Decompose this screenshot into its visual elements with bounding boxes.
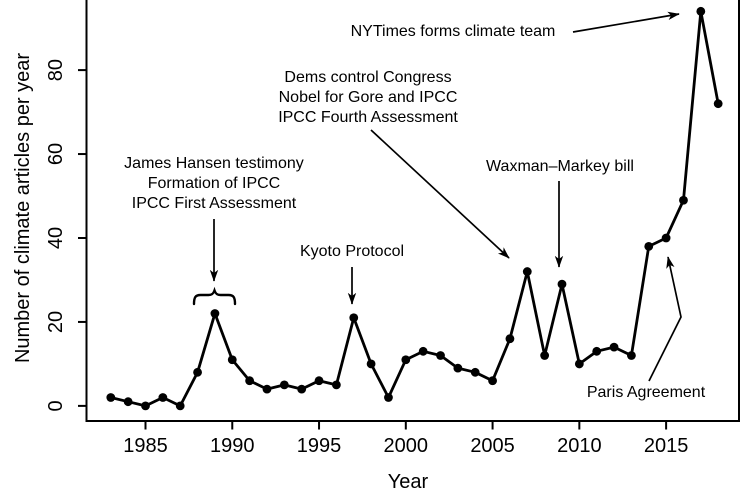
annotation-text-hansen-line3: IPCC First Assessment <box>132 195 297 212</box>
y-tick-label-20: 20 <box>45 311 67 333</box>
y-tick-label-80: 80 <box>45 59 67 81</box>
data-point-2018 <box>713 99 723 109</box>
data-point-1995 <box>314 376 324 386</box>
data-point-2012 <box>609 342 619 352</box>
brace-hansen <box>192 286 237 306</box>
data-point-1990 <box>227 355 237 365</box>
data-point-2007 <box>522 267 532 276</box>
data-point-1983 <box>106 393 116 402</box>
x-tick-label-2005: 2005 <box>470 435 515 457</box>
data-point-2006 <box>505 334 515 344</box>
y-tick-label-60: 60 <box>45 143 67 165</box>
annotation-text-hansen-line2: Formation of IPCC <box>148 175 280 192</box>
data-point-2009 <box>557 279 567 289</box>
x-tick-label-1990: 1990 <box>210 435 255 457</box>
annotation-text-nytimes-line1: NYTimes forms climate team <box>351 23 556 40</box>
annotation-text-kyoto-line1: Kyoto Protocol <box>300 243 404 260</box>
data-point-2014 <box>644 241 654 251</box>
data-point-1985 <box>141 401 150 411</box>
data-point-2000 <box>401 355 411 365</box>
annotation-arrow-nytimes <box>572 11 680 33</box>
data-point-1998 <box>366 359 376 369</box>
data-point-1993 <box>279 380 289 390</box>
data-point-1996 <box>331 380 341 390</box>
data-point-2013 <box>627 351 636 360</box>
data-point-1989 <box>210 309 220 318</box>
data-point-1992 <box>262 384 272 394</box>
data-point-2005 <box>488 376 497 386</box>
data-point-2003 <box>453 363 463 373</box>
x-tick-label-1995: 1995 <box>297 435 342 457</box>
annotation-text-dems-congress-line1: Dems control Congress <box>284 69 451 86</box>
data-point-1986 <box>158 393 168 402</box>
x-tick-label-1985: 1985 <box>123 435 168 457</box>
data-point-2017 <box>696 6 706 16</box>
annotation-arrow-dems-congress <box>370 129 510 259</box>
y-tick-label-0: 0 <box>45 400 67 411</box>
x-tick-label-2010: 2010 <box>557 435 602 457</box>
data-point-2002 <box>436 351 445 360</box>
data-point-2001 <box>418 346 428 356</box>
annotation-text-dems-congress-line2: Nobel for Gore and IPCC <box>279 89 458 106</box>
plot-box <box>85 0 740 422</box>
y-tick-label-40: 40 <box>45 227 67 249</box>
data-point-2004 <box>470 367 480 377</box>
plot-area: 1985 1990 1995 2000 2005 2010 2015 0 20 40 60 80 Jam… <box>45 0 740 457</box>
data-point-1991 <box>245 376 255 386</box>
y-axis-title: Number of climate articles per year <box>12 53 34 363</box>
data-point-2016 <box>679 195 688 205</box>
data-point-2010 <box>574 359 584 369</box>
annotation-text-paris-line1: Paris Agreement <box>587 384 706 401</box>
data-point-2015 <box>661 233 671 243</box>
data-point-1987 <box>175 401 185 411</box>
annotation-text-dems-congress-line3: IPCC Fourth Assessment <box>278 109 458 126</box>
x-tick-label-2000: 2000 <box>384 435 429 457</box>
data-point-2008 <box>540 351 550 360</box>
data-point-2011 <box>592 346 602 356</box>
annotation-text-hansen-line1: James Hansen testimony <box>124 155 304 172</box>
data-point-1994 <box>297 384 307 394</box>
x-axis-title: Year <box>388 471 429 493</box>
data-point-1988 <box>193 367 202 377</box>
data-point-1997 <box>349 313 359 323</box>
data-point-1999 <box>384 393 393 402</box>
data-point-1984 <box>123 397 133 407</box>
annotation-text-waxman-markey-line1: Waxman–Markey bill <box>486 158 634 175</box>
annotation-arrow-paris <box>648 256 682 382</box>
x-tick-label-2015: 2015 <box>644 435 689 457</box>
